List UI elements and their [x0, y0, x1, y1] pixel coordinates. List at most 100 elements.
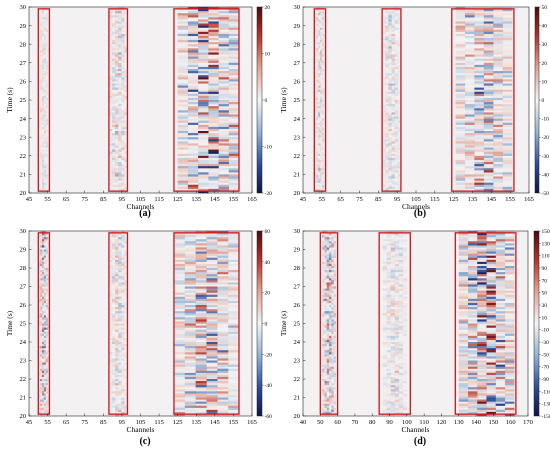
heatmap-cell: [40, 102, 43, 105]
heatmap-cell: [474, 91, 485, 94]
heatmap-cell: [319, 46, 323, 49]
heatmap-cell: [455, 7, 466, 10]
heatmap-cell: [43, 178, 47, 181]
heatmap-cell: [455, 29, 466, 32]
heatmap-cell: [45, 131, 48, 134]
heatmap-cell: [121, 128, 125, 132]
heatmap-cell: [45, 339, 48, 343]
heatmap-cell: [121, 7, 125, 10]
heatmap-cell: [474, 180, 485, 183]
heatmap-cell: [382, 143, 386, 146]
heatmap-cell: [483, 97, 494, 101]
heatmap-cell: [43, 255, 47, 258]
heatmap-cell: [124, 348, 128, 351]
heatmap-cell: [206, 278, 218, 281]
heatmap-cell: [493, 135, 503, 138]
heatmap-cell: [45, 25, 48, 28]
x-tick-label: 125: [173, 196, 183, 203]
heatmap-cell: [323, 46, 326, 49]
heatmap-cell: [198, 170, 209, 173]
heatmap-cell: [228, 358, 240, 361]
x-tick-label: 145: [210, 196, 220, 203]
heatmap-cell: [108, 153, 113, 156]
heatmap-cell: [314, 89, 317, 92]
heatmap-cell: [118, 253, 122, 256]
heatmap-cell: [118, 133, 122, 136]
heatmap-cell: [208, 100, 219, 103]
heatmap-cell: [195, 305, 207, 308]
heatmap-cell: [493, 19, 503, 22]
heatmap-cell: [121, 253, 125, 256]
heatmap-cell: [112, 321, 116, 324]
heatmap-cell: [124, 155, 128, 159]
heatmap-cell: [43, 176, 47, 179]
heatmap-cell: [218, 141, 230, 144]
heatmap-cell: [121, 178, 125, 181]
heatmap-cell: [318, 77, 321, 80]
heatmap-cell: [217, 381, 229, 384]
heatmap-cell: [464, 143, 475, 146]
heatmap-cell: [493, 159, 503, 163]
heatmap-cell: [397, 50, 402, 53]
heatmap-cell: [391, 21, 395, 24]
heatmap-cell: [40, 133, 43, 136]
heatmap-cell: [321, 77, 325, 80]
heatmap-cell: [483, 58, 494, 61]
heatmap-cell: [493, 128, 503, 132]
heatmap-cell: [385, 188, 389, 192]
heatmap-cell: [184, 315, 196, 318]
heatmap-cell: [385, 29, 389, 32]
heatmap-cell: [314, 157, 317, 161]
heatmap-cell: [502, 157, 513, 161]
heatmap-cell: [464, 13, 475, 16]
heatmap-cell: [124, 259, 128, 263]
heatmap-cell: [43, 253, 47, 256]
heatmap-cell: [228, 120, 240, 123]
heatmap-cell: [38, 411, 41, 415]
heatmap-cell: [391, 139, 395, 142]
heatmap-cell: [121, 309, 125, 312]
heatmap-cell: [394, 38, 399, 41]
heatmap-cell: [124, 157, 128, 161]
heatmap-cell: [397, 168, 402, 171]
x-tick-label: 85: [100, 196, 107, 203]
heatmap-cell: [108, 317, 113, 320]
heatmap-cell: [388, 151, 392, 154]
heatmap-cell: [206, 405, 218, 408]
heatmap-cell: [115, 186, 119, 190]
heatmap-cell: [464, 108, 475, 111]
heatmap-cell: [493, 172, 503, 175]
y-axis-label: Time (s): [5, 87, 14, 113]
heatmap-cell: [502, 135, 513, 138]
heatmap-cell: [45, 311, 48, 314]
heatmap-cell: [323, 141, 326, 144]
heatmap-cell: [108, 149, 113, 152]
heatmap-cell: [42, 64, 45, 68]
heatmap-cell: [318, 66, 321, 70]
heatmap-cell: [43, 83, 47, 86]
heatmap-cell: [206, 253, 218, 256]
heatmap-cell: [118, 362, 122, 365]
heatmap-cell: [187, 15, 199, 18]
heatmap-cell: [385, 93, 389, 97]
heatmap-cell: [218, 157, 230, 161]
heatmap-cell: [319, 118, 323, 121]
heatmap-cell: [217, 268, 229, 271]
heatmap-cell: [217, 403, 229, 406]
heatmap-cell: [228, 374, 240, 378]
heatmap-cell: [195, 344, 207, 347]
heatmap-cell: [124, 190, 128, 194]
heatmap-cell: [208, 7, 219, 10]
heatmap-cell: [115, 157, 119, 161]
heatmap-cell: [115, 52, 119, 55]
heatmap-cell: [218, 11, 230, 14]
heatmap-cell: [173, 337, 186, 341]
heatmap-cell: [108, 58, 113, 61]
heatmap-cell: [483, 81, 494, 84]
heatmap-cell: [121, 139, 125, 142]
heatmap-cell: [47, 104, 50, 107]
heatmap-cell: [124, 44, 128, 47]
heatmap-cell: [115, 93, 119, 97]
heatmap-cell: [108, 147, 113, 150]
heatmap-cell: [388, 106, 392, 109]
